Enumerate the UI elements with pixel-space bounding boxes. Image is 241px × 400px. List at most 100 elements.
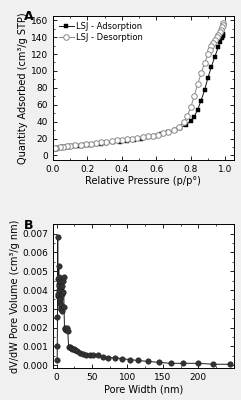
LSJ - Adsorption bbox=[72, 144, 75, 148]
LSJ - Adsorption bbox=[139, 136, 142, 141]
LSJ - Adsorption bbox=[95, 142, 98, 147]
LSJ - Desorption bbox=[189, 105, 192, 110]
LSJ - Desorption bbox=[69, 143, 72, 148]
LSJ - Desorption bbox=[151, 133, 154, 138]
LSJ - Desorption bbox=[182, 120, 185, 124]
LSJ - Adsorption bbox=[89, 142, 92, 147]
LSJ - Desorption bbox=[126, 137, 128, 142]
LSJ - Desorption bbox=[220, 25, 223, 30]
LSJ - Adsorption bbox=[65, 144, 68, 149]
LSJ - Adsorption bbox=[55, 146, 58, 151]
LSJ - Desorption bbox=[100, 140, 103, 145]
LSJ - Desorption bbox=[146, 134, 149, 139]
LSJ - Adsorption bbox=[126, 138, 128, 143]
LSJ - Adsorption bbox=[105, 140, 108, 145]
LSJ - Desorption bbox=[157, 132, 160, 137]
Y-axis label: dV/dW Pore Volume (cm³/g nm): dV/dW Pore Volume (cm³/g nm) bbox=[9, 220, 20, 373]
LSJ - Desorption bbox=[84, 142, 87, 147]
LSJ - Adsorption bbox=[221, 34, 224, 38]
LSJ - Adsorption bbox=[210, 64, 213, 69]
LSJ - Adsorption bbox=[184, 123, 187, 128]
LSJ - Adsorption bbox=[67, 144, 70, 149]
LSJ - Adsorption bbox=[59, 145, 61, 150]
LSJ - Adsorption bbox=[207, 75, 209, 80]
LSJ - Desorption bbox=[162, 131, 165, 136]
LSJ - Adsorption bbox=[153, 134, 156, 138]
LSJ - Adsorption bbox=[196, 108, 199, 112]
X-axis label: Relative Pressure (p/p°): Relative Pressure (p/p°) bbox=[86, 176, 201, 186]
LSJ - Adsorption bbox=[179, 126, 182, 130]
LSJ - Adsorption bbox=[57, 146, 60, 150]
LSJ - Desorption bbox=[131, 136, 134, 141]
LSJ - Adsorption bbox=[217, 45, 220, 50]
LSJ - Desorption bbox=[208, 48, 211, 52]
LSJ - Desorption bbox=[212, 40, 214, 45]
LSJ - Desorption bbox=[210, 44, 213, 48]
LSJ - Adsorption bbox=[100, 141, 103, 146]
LSJ - Adsorption bbox=[189, 119, 192, 124]
LSJ - Desorption bbox=[141, 135, 144, 140]
LSJ - Desorption bbox=[219, 29, 221, 34]
LSJ - Desorption bbox=[207, 52, 209, 57]
LSJ - Desorption bbox=[65, 144, 68, 148]
LSJ - Adsorption bbox=[69, 144, 72, 149]
LSJ - Desorption bbox=[136, 136, 139, 140]
LSJ - Adsorption bbox=[60, 145, 63, 150]
LSJ - Adsorption bbox=[112, 140, 115, 145]
LSJ - Adsorption bbox=[146, 135, 149, 140]
LSJ - Adsorption bbox=[213, 54, 216, 59]
LSJ - Desorption bbox=[196, 82, 199, 87]
LSJ - Adsorption bbox=[133, 137, 135, 142]
LSJ - Desorption bbox=[217, 32, 220, 37]
LSJ - Adsorption bbox=[220, 36, 223, 40]
LSJ - Desorption bbox=[200, 71, 202, 76]
LSJ - Desorption bbox=[74, 143, 77, 148]
LSJ - Desorption bbox=[193, 94, 196, 99]
LSJ - Adsorption bbox=[193, 114, 196, 119]
LSJ - Desorption bbox=[215, 35, 218, 40]
LSJ - Adsorption bbox=[62, 145, 65, 150]
LSJ - Desorption bbox=[222, 21, 225, 26]
Line: LSJ - Adsorption: LSJ - Adsorption bbox=[51, 32, 226, 152]
LSJ - Adsorption bbox=[160, 132, 163, 137]
LSJ - Desorption bbox=[105, 139, 108, 144]
LSJ - Desorption bbox=[221, 23, 224, 28]
LSJ - Adsorption bbox=[119, 139, 122, 144]
LSJ - Desorption bbox=[167, 129, 170, 134]
LSJ - Desorption bbox=[62, 144, 65, 149]
LSJ - Adsorption bbox=[167, 130, 170, 135]
LSJ - Adsorption bbox=[53, 147, 55, 152]
LSJ - Desorption bbox=[219, 27, 222, 32]
LSJ - Adsorption bbox=[86, 142, 89, 147]
LSJ - Adsorption bbox=[200, 98, 202, 103]
LSJ - Adsorption bbox=[222, 32, 225, 36]
LSJ - Adsorption bbox=[83, 143, 86, 148]
LSJ - Desorption bbox=[172, 127, 175, 132]
Text: A: A bbox=[24, 10, 34, 23]
LSJ - Desorption bbox=[79, 142, 82, 147]
LSJ - Desorption bbox=[177, 124, 180, 129]
LSJ - Adsorption bbox=[203, 88, 206, 93]
X-axis label: Pore Width (nm): Pore Width (nm) bbox=[104, 385, 183, 395]
LSJ - Adsorption bbox=[54, 146, 57, 151]
LSJ - Adsorption bbox=[53, 147, 56, 152]
LSJ - Desorption bbox=[59, 144, 61, 149]
LSJ - Desorption bbox=[55, 145, 58, 150]
LSJ - Desorption bbox=[110, 139, 113, 144]
LSJ - Adsorption bbox=[64, 144, 67, 149]
LSJ - Desorption bbox=[120, 138, 123, 142]
Text: B: B bbox=[24, 218, 33, 232]
Y-axis label: Quantity Adsorbed (cm³/g STP): Quantity Adsorbed (cm³/g STP) bbox=[18, 12, 28, 164]
LSJ - Desorption bbox=[89, 141, 92, 146]
LSJ - Adsorption bbox=[174, 128, 177, 132]
LSJ - Desorption bbox=[213, 37, 216, 42]
LSJ - Desorption bbox=[53, 146, 56, 151]
LSJ - Desorption bbox=[95, 140, 98, 145]
Legend: LSJ - Adsorption, LSJ - Desorption: LSJ - Adsorption, LSJ - Desorption bbox=[57, 20, 145, 44]
LSJ - Desorption bbox=[115, 138, 118, 143]
LSJ - Adsorption bbox=[76, 144, 79, 148]
LSJ - Adsorption bbox=[79, 143, 82, 148]
LSJ - Adsorption bbox=[219, 40, 221, 44]
LSJ - Desorption bbox=[186, 113, 189, 118]
LSJ - Desorption bbox=[203, 61, 206, 66]
